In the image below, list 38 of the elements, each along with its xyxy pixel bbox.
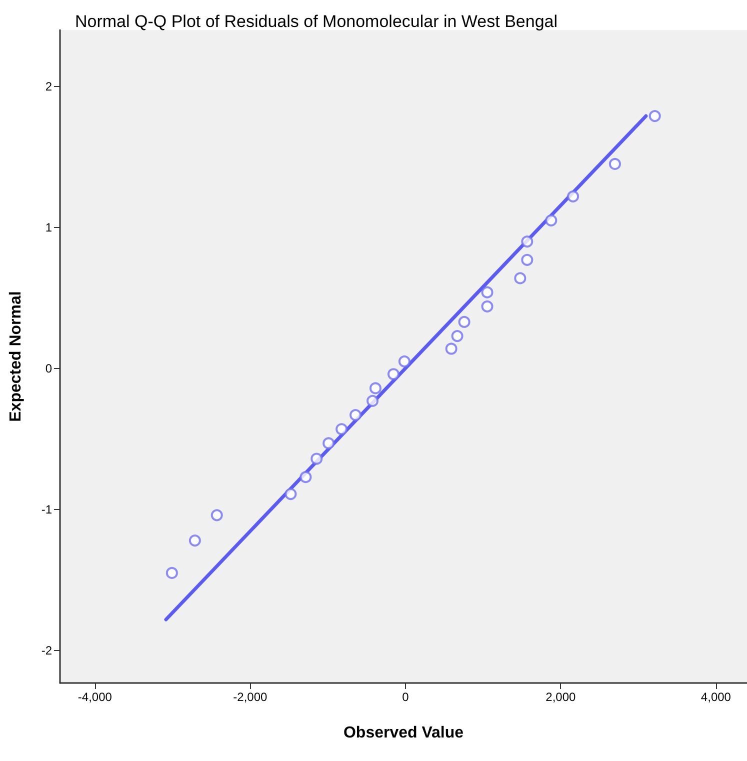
point [210,509,223,522]
point [166,566,178,579]
point [188,534,201,547]
point [445,342,458,355]
point [567,190,580,202]
chart-title: Normal Q-Q Plot of Residuals of Monomolecular in West Bengal [75,12,558,31]
y-tick-label: -2 [41,644,52,658]
y-tick-label: 0 [45,361,52,376]
x-tick-label: 2,000 [546,690,576,704]
point [310,452,323,465]
point [514,272,526,284]
point [545,214,558,226]
point [451,330,464,342]
x-tick-label: 4,000 [700,690,732,704]
point [481,286,494,298]
point [350,409,362,422]
point [366,394,379,407]
point [387,368,400,380]
x-tick-label: 0 [402,690,410,704]
y-tick-label: 2 [45,79,52,94]
y-axis-title: Expected Normal [8,291,24,422]
point [458,316,470,328]
point [481,300,494,312]
point [521,254,534,266]
point [300,471,312,484]
point [322,437,335,450]
point [521,236,534,248]
point [648,110,661,122]
point [608,158,621,170]
x-tick-label: -4,000 [78,690,112,704]
point [336,423,348,436]
x-tick-label: -2,000 [233,690,268,704]
y-tick-label: -1 [41,502,52,517]
x-axis-title: Observed Value [343,724,464,742]
point [398,355,410,368]
y-tick-label: 1 [45,220,52,234]
point [284,488,297,500]
point [369,382,382,394]
